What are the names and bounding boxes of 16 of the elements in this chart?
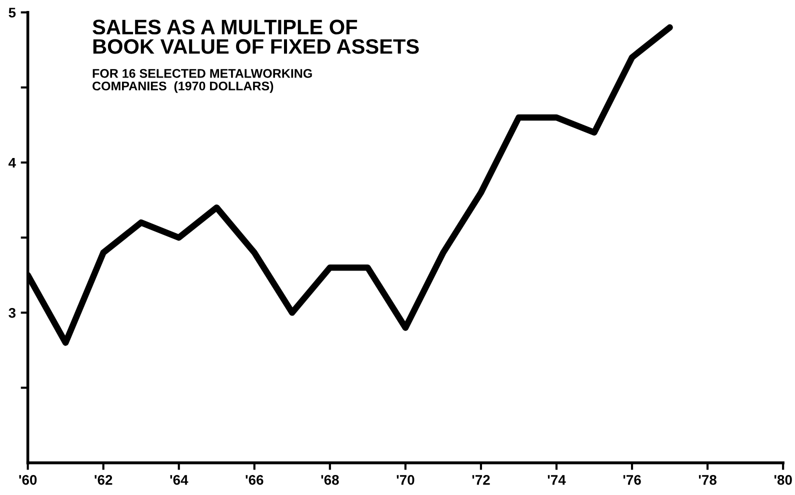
- x-tick-label: '72: [472, 474, 490, 485]
- x-tick-label: '68: [321, 474, 339, 485]
- y-tick-label: 5: [8, 8, 16, 18]
- y-tick-label: 3: [8, 308, 16, 318]
- x-tick-label: '64: [170, 474, 188, 485]
- x-tick-label: '78: [698, 474, 716, 485]
- x-tick-label: '70: [396, 474, 414, 485]
- x-tick-label: '76: [623, 474, 641, 485]
- text: FOR 16 SELECTED METALWORKING COMPANIES (1970 DOLLARS): [92, 69, 312, 93]
- x-tick-label: '74: [548, 475, 566, 485]
- y-tick-label: 4: [8, 158, 16, 168]
- x-tick-label: '80: [774, 474, 792, 485]
- x-tick-label: '60: [19, 474, 37, 485]
- x-tick-label: '62: [94, 474, 112, 485]
- x-tick-label: '66: [246, 474, 264, 485]
- text: SALES AS A MULTIPLE OF BOOK VALUE OF FIXED ASSETS: [92, 20, 419, 54]
